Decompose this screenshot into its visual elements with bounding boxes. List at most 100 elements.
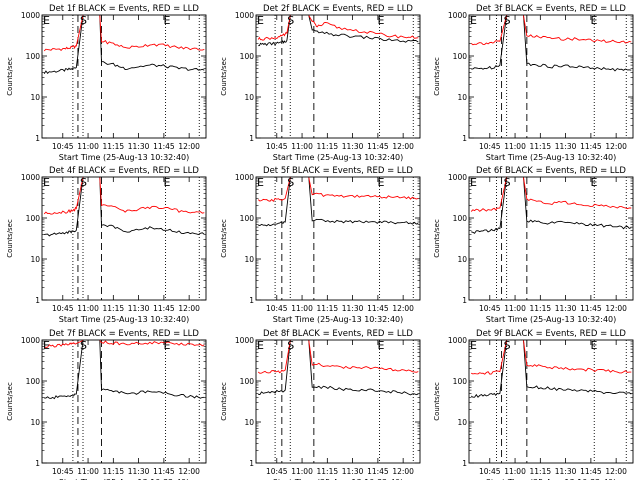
events-series-9-seg1	[523, 340, 632, 395]
eclipse-start-marker-2: E	[257, 14, 264, 27]
lld-series-9-seg0	[471, 340, 508, 375]
eclipse-end-marker-2: E	[378, 14, 385, 27]
x-tick-label-6-0: 10:45	[479, 304, 501, 313]
y-tick-label-7-0: 1	[35, 459, 40, 468]
x-axis-label-2: Start Time (25-Aug-13 10:32:40)	[273, 153, 404, 162]
events-series-2-seg0	[258, 15, 291, 47]
plot-frame-2	[255, 14, 421, 139]
x-axis-label-8: Start Time (25-Aug-13 10:32:40)	[273, 478, 404, 480]
plot-frame-7	[41, 339, 207, 464]
y-tick-label-4-1: 10	[30, 255, 40, 264]
x-tick-label-4-0: 10:45	[52, 304, 74, 313]
x-tick-label-2-3: 11:30	[342, 142, 364, 151]
saa-marker-8: S	[287, 339, 294, 352]
y-tick-label-2-2: 100	[240, 52, 255, 61]
y-tick-label-5-0: 1	[249, 296, 254, 305]
y-tick-label-8-1: 10	[244, 418, 254, 427]
x-tick-label-5-4: 11:45	[367, 304, 389, 313]
y-tick-label-7-1: 10	[30, 418, 40, 427]
eclipse-start-marker-9: E	[470, 339, 477, 352]
x-tick-label-5-5: 12:00	[392, 304, 414, 313]
detector-chart-9: Det 9f BLACK = Events, RED = LLD Counts/s…	[433, 329, 634, 480]
x-tick-label-2-2: 11:15	[317, 142, 339, 151]
y-axis-label-9: Counts/sec	[433, 382, 441, 421]
x-axis-label-3: Start Time (25-Aug-13 10:32:40)	[486, 153, 617, 162]
y-tick-label-9-0: 1	[462, 459, 467, 468]
detector-chart-4: Det 4f BLACK = Events, RED = LLD Counts/s…	[6, 166, 207, 324]
x-tick-label-5-1: 11:00	[291, 304, 313, 313]
x-tick-label-7-3: 11:30	[128, 467, 150, 476]
x-axis-label-5: Start Time (25-Aug-13 10:32:40)	[273, 315, 404, 324]
y-tick-label-9-1: 10	[457, 418, 467, 427]
x-tick-label-3-1: 11:00	[504, 142, 526, 151]
saa-marker-1: S	[80, 14, 87, 27]
x-tick-label-1-0: 10:45	[52, 142, 74, 151]
lld-series-5-seg1	[308, 177, 419, 200]
x-tick-label-9-1: 11:00	[504, 467, 526, 476]
events-series-6-seg0	[471, 177, 508, 234]
x-tick-label-5-2: 11:15	[317, 304, 339, 313]
chart-title-4: Det 4f BLACK = Events, RED = LLD	[49, 166, 199, 176]
x-tick-label-2-0: 10:45	[266, 142, 288, 151]
x-tick-label-6-3: 11:30	[555, 304, 577, 313]
x-tick-label-8-5: 12:00	[392, 467, 414, 476]
detector-chart-8: Det 8f BLACK = Events, RED = LLD Counts/s…	[220, 329, 421, 480]
saa-marker-7: S	[80, 339, 87, 352]
plot-frame-8	[255, 339, 421, 464]
y-tick-label-2-3: 1000	[235, 11, 254, 20]
x-tick-label-3-0: 10:45	[479, 142, 501, 151]
eclipse-start-marker-7: E	[43, 339, 50, 352]
x-tick-label-7-4: 11:45	[153, 467, 175, 476]
events-series-4-seg0	[44, 177, 84, 237]
chart-title-5: Det 5f BLACK = Events, RED = LLD	[263, 166, 413, 176]
detector-chart-2: Det 2f BLACK = Events, RED = LLD Counts/s…	[220, 4, 421, 162]
y-axis-label-5: Counts/sec	[220, 219, 228, 258]
x-tick-label-9-4: 11:45	[580, 467, 602, 476]
y-tick-label-6-2: 100	[453, 214, 468, 223]
x-tick-label-3-4: 11:45	[580, 142, 602, 151]
y-tick-label-4-0: 1	[35, 296, 40, 305]
eclipse-start-marker-4: E	[43, 176, 50, 189]
x-tick-label-9-3: 11:30	[555, 467, 577, 476]
eclipse-end-marker-6: E	[591, 176, 598, 189]
x-tick-label-8-0: 10:45	[266, 467, 288, 476]
x-axis-label-7: Start Time (25-Aug-13 10:32:40)	[59, 478, 190, 480]
x-axis-label-1: Start Time (25-Aug-13 10:32:40)	[59, 153, 190, 162]
y-tick-label-7-3: 1000	[21, 336, 40, 345]
lld-series-3-seg1	[523, 15, 632, 44]
eclipse-end-marker-3: E	[591, 14, 598, 27]
x-tick-label-8-4: 11:45	[367, 467, 389, 476]
chart-title-9: Det 9f BLACK = Events, RED = LLD	[476, 329, 626, 339]
x-tick-label-9-2: 11:15	[530, 467, 552, 476]
x-tick-label-4-1: 11:00	[77, 304, 99, 313]
saa-marker-3: S	[504, 14, 511, 27]
saa-marker-4: S	[80, 176, 87, 189]
detector-chart-6: Det 6f BLACK = Events, RED = LLD Counts/s…	[433, 166, 634, 324]
lld-series-7-seg1	[99, 340, 205, 347]
y-axis-label-7: Counts/sec	[6, 382, 14, 421]
events-series-5-seg0	[258, 177, 291, 227]
x-tick-label-7-5: 12:00	[178, 467, 200, 476]
chart-title-1: Det 1f BLACK = Events, RED = LLD	[49, 4, 199, 14]
lld-series-1-seg0	[43, 15, 84, 52]
chart-title-2: Det 2f BLACK = Events, RED = LLD	[263, 4, 413, 14]
lld-series-1-seg1	[99, 15, 205, 51]
y-tick-label-3-0: 1	[462, 134, 467, 143]
y-tick-label-9-2: 100	[453, 377, 468, 386]
lld-series-4-seg1	[99, 177, 205, 214]
x-tick-label-9-0: 10:45	[479, 467, 501, 476]
lld-series-7-seg0	[43, 340, 84, 348]
eclipse-end-marker-5: E	[378, 176, 385, 189]
plot-frame-4	[41, 176, 207, 301]
y-axis-label-6: Counts/sec	[433, 219, 441, 258]
events-series-8-seg0	[258, 340, 291, 395]
events-series-1-seg0	[43, 15, 84, 75]
events-series-5-seg1	[308, 177, 419, 225]
events-series-3-seg0	[471, 15, 508, 70]
x-axis-label-6: Start Time (25-Aug-13 10:32:40)	[486, 315, 617, 324]
lld-series-2-seg1	[308, 15, 419, 39]
detector-chart-7: Det 7f BLACK = Events, RED = LLD Counts/s…	[6, 329, 207, 480]
eclipse-end-marker-1: E	[164, 14, 171, 27]
x-tick-label-6-4: 11:45	[580, 304, 602, 313]
